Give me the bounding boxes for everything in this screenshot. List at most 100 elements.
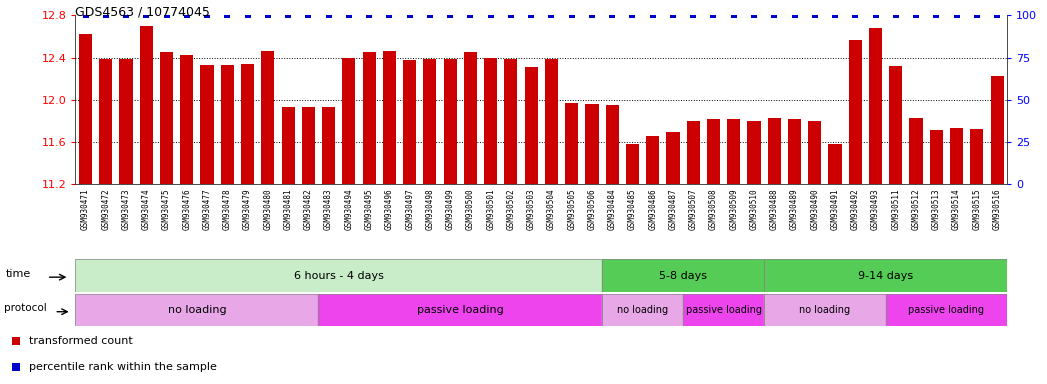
Text: GSM930495: GSM930495 — [364, 188, 374, 230]
Text: GSM930491: GSM930491 — [830, 188, 840, 230]
Text: no loading: no loading — [168, 305, 226, 315]
Bar — [318, 294, 602, 326]
Text: GSM930515: GSM930515 — [973, 188, 981, 230]
Text: GSM930494: GSM930494 — [344, 188, 353, 230]
Text: passive loading: passive loading — [686, 305, 761, 315]
Bar — [160, 52, 173, 184]
Text: GSM930477: GSM930477 — [202, 188, 211, 230]
Text: percentile rank within the sample: percentile rank within the sample — [29, 362, 217, 372]
Bar — [119, 59, 133, 184]
Text: GSM930501: GSM930501 — [486, 188, 495, 230]
Bar — [241, 64, 254, 184]
Bar — [75, 294, 318, 326]
Text: 6 hours - 4 days: 6 hours - 4 days — [294, 270, 383, 281]
Text: GSM930474: GSM930474 — [141, 188, 151, 230]
Text: GSM930476: GSM930476 — [182, 188, 192, 230]
Bar — [950, 128, 963, 184]
Bar — [602, 259, 764, 292]
Text: GSM930490: GSM930490 — [810, 188, 819, 230]
Text: GSM930480: GSM930480 — [264, 188, 272, 230]
Bar — [525, 67, 538, 184]
Bar — [869, 28, 883, 184]
Text: protocol: protocol — [4, 303, 46, 313]
Text: GDS4563 / 10774045: GDS4563 / 10774045 — [75, 6, 210, 19]
Text: GSM930484: GSM930484 — [607, 188, 617, 230]
Bar — [282, 107, 294, 184]
Bar — [764, 259, 1007, 292]
Bar — [886, 294, 1007, 326]
Bar — [687, 121, 699, 184]
Bar — [403, 60, 417, 184]
Bar — [910, 118, 922, 184]
Text: GSM930471: GSM930471 — [81, 188, 90, 230]
Bar — [626, 144, 639, 184]
Text: GSM930499: GSM930499 — [446, 188, 454, 230]
Text: GSM930479: GSM930479 — [243, 188, 252, 230]
Bar — [788, 119, 801, 184]
Text: GSM930516: GSM930516 — [993, 188, 1002, 230]
Text: GSM930497: GSM930497 — [405, 188, 415, 230]
Bar — [748, 121, 760, 184]
Text: GSM930498: GSM930498 — [425, 188, 435, 230]
Bar — [930, 131, 943, 184]
Bar — [75, 294, 318, 326]
Text: GSM930488: GSM930488 — [770, 188, 779, 230]
Bar — [383, 51, 396, 184]
Text: GSM930508: GSM930508 — [709, 188, 718, 230]
Bar — [764, 294, 886, 326]
Text: passive loading: passive loading — [909, 305, 984, 315]
Text: GSM930493: GSM930493 — [871, 188, 881, 230]
Bar — [585, 104, 599, 184]
Bar — [889, 66, 903, 184]
Text: GSM930475: GSM930475 — [162, 188, 171, 230]
Bar — [221, 65, 233, 184]
Bar — [139, 26, 153, 184]
Bar — [646, 136, 660, 184]
Text: GSM930514: GSM930514 — [952, 188, 961, 230]
Bar — [565, 103, 578, 184]
Bar — [99, 59, 112, 184]
Text: GSM930481: GSM930481 — [284, 188, 292, 230]
Bar — [444, 59, 456, 184]
Text: time: time — [6, 269, 31, 279]
Bar — [262, 51, 274, 184]
Bar — [75, 259, 602, 292]
Text: GSM930510: GSM930510 — [750, 188, 758, 230]
Text: GSM930489: GSM930489 — [790, 188, 799, 230]
Bar — [423, 59, 437, 184]
Text: 5-8 days: 5-8 days — [660, 270, 707, 281]
Text: GSM930483: GSM930483 — [325, 188, 333, 230]
Text: 9-14 days: 9-14 days — [859, 270, 913, 281]
Bar — [728, 119, 740, 184]
Text: no loading: no loading — [799, 305, 850, 315]
Bar — [767, 118, 781, 184]
Bar — [464, 52, 477, 184]
Bar — [683, 294, 764, 326]
Bar — [764, 259, 1007, 292]
Text: GSM930482: GSM930482 — [304, 188, 313, 230]
Text: GSM930502: GSM930502 — [507, 188, 515, 230]
Text: GSM930487: GSM930487 — [668, 188, 677, 230]
Bar — [180, 56, 194, 184]
Bar — [971, 129, 983, 184]
Bar — [544, 59, 558, 184]
Bar — [505, 59, 517, 184]
Text: GSM930485: GSM930485 — [628, 188, 637, 230]
Bar — [200, 65, 214, 184]
Bar — [75, 259, 602, 292]
Text: no loading: no loading — [617, 305, 668, 315]
Bar — [318, 294, 602, 326]
Bar — [79, 35, 92, 184]
Text: GSM930506: GSM930506 — [587, 188, 597, 230]
Text: GSM930513: GSM930513 — [932, 188, 941, 230]
Bar — [602, 294, 683, 326]
Bar — [602, 259, 764, 292]
Text: GSM930500: GSM930500 — [466, 188, 475, 230]
Text: GSM930496: GSM930496 — [385, 188, 394, 230]
Bar — [605, 105, 619, 184]
Bar — [990, 76, 1004, 184]
Text: GSM930486: GSM930486 — [648, 188, 658, 230]
Bar — [849, 40, 862, 184]
Text: GSM930505: GSM930505 — [567, 188, 576, 230]
Text: passive loading: passive loading — [417, 305, 504, 315]
